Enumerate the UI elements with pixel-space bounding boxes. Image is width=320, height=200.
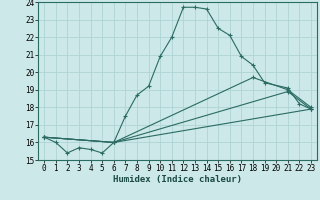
X-axis label: Humidex (Indice chaleur): Humidex (Indice chaleur) bbox=[113, 175, 242, 184]
